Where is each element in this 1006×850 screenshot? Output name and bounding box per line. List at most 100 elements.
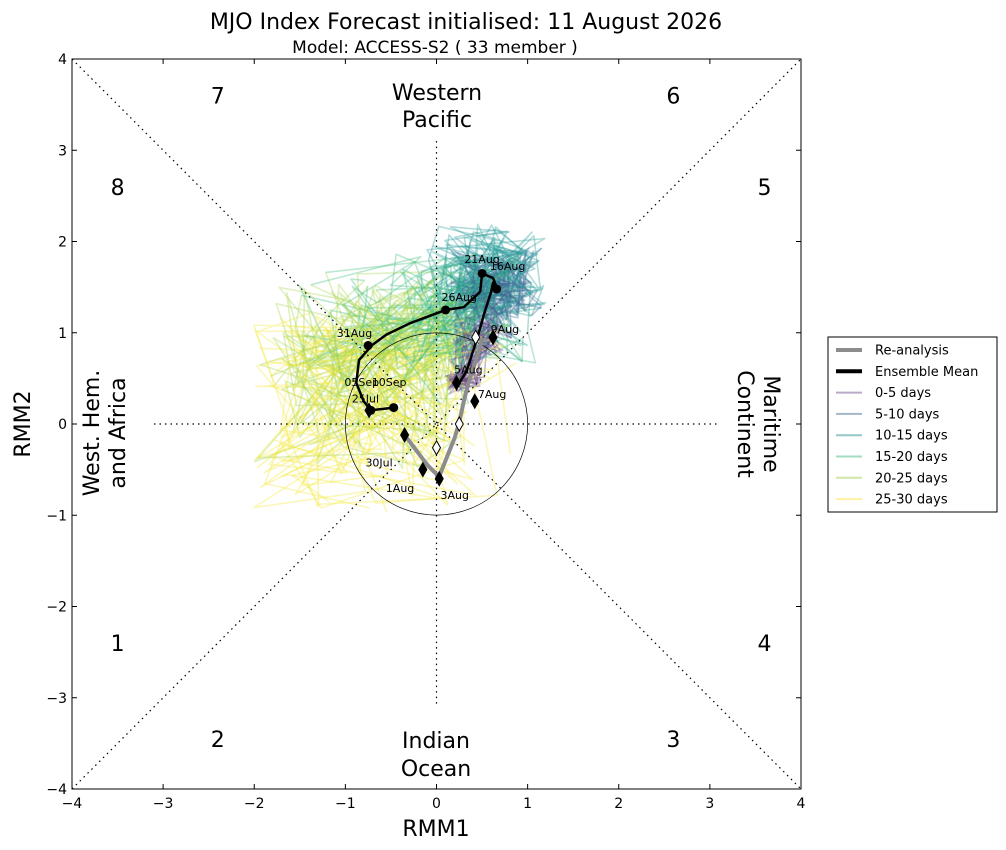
ensemble-member-line: [454, 321, 513, 389]
ensemble-member-line: [299, 271, 455, 440]
ensemble-member-line: [433, 237, 542, 346]
ensemble-member-line: [453, 257, 534, 329]
region-label-west-hem-africa: West. Hem. and Africa: [80, 370, 131, 497]
ensemble-member-line: [285, 291, 413, 446]
ensemble-member-line: [310, 278, 421, 438]
y-tick-label: −2: [46, 600, 67, 616]
ensemble-member-line: [287, 342, 465, 466]
ensemble-member-line: [382, 253, 481, 400]
chart-title: MJO Index Forecast initialised: 11 Augus…: [210, 10, 722, 35]
ensemble-member-line: [445, 326, 493, 382]
x-tick-label: 1: [523, 796, 532, 812]
ensemble-member-line: [491, 244, 532, 332]
ensemble-member-line: [263, 334, 475, 474]
ensemble-member-line: [258, 331, 469, 459]
ensemble-member-line: [259, 301, 474, 391]
ensemble-member-line: [301, 364, 490, 487]
ensemble-member-line: [449, 226, 536, 296]
ensemble-member-line: [454, 318, 492, 388]
ensemble-mean-dot: [389, 403, 399, 413]
legend-label: 0-5 days: [875, 386, 931, 401]
region-label-western-pacific: Western Pacific: [392, 81, 482, 133]
ensemble-member-line: [459, 263, 523, 312]
ensemble-member-line: [450, 305, 513, 386]
phase-labels: 1 2 3 4 5 6 7 8: [111, 85, 772, 753]
ensemble-member-line: [350, 279, 463, 401]
ensemble-member-line: [363, 263, 509, 404]
ensemble-member-line: [478, 262, 527, 334]
ensemble-member-line: [399, 257, 498, 379]
ensemble-member-line: [321, 330, 452, 470]
ensemble-member-line: [356, 300, 451, 471]
chart-subtitle: Model: ACCESS-S2 ( 33 member ): [292, 38, 578, 58]
ensemble-member-line: [294, 330, 517, 496]
ensemble-member-line: [388, 314, 472, 498]
ensemble-member-line: [301, 294, 488, 341]
open-diamond-marker: [431, 439, 442, 456]
ensemble-member-line: [253, 312, 413, 386]
ensemble-member-line: [427, 225, 538, 341]
ensemble-member-line: [270, 319, 437, 504]
ensemble-member-line: [452, 228, 545, 336]
ensemble-member-line: [418, 234, 519, 362]
ensemble-member-line: [340, 269, 537, 364]
ensemble-member-line: [451, 266, 535, 327]
legend-label: 15-20 days: [875, 450, 948, 465]
ensemble-member-line: [414, 271, 510, 356]
ensemble-member-line: [280, 299, 474, 439]
guide-diagonal: [71, 58, 802, 790]
svg-text:Ocean: Ocean: [401, 757, 471, 782]
ensemble-member-line: [445, 237, 532, 328]
ensemble-member-line: [444, 294, 506, 377]
ensemble-member-line: [448, 338, 490, 387]
svg-text:Continent: Continent: [732, 370, 757, 478]
ensemble-member-line: [327, 283, 405, 438]
svg-text:Maritime: Maritime: [758, 375, 783, 472]
ensemble-member-line: [308, 270, 510, 369]
ensemble-mean-dot: [477, 268, 487, 278]
ensemble-member-line: [344, 285, 460, 444]
filled-diamond-marker: [470, 393, 480, 410]
x-tick-label: 0: [432, 796, 441, 812]
filled-diamond-marker: [400, 426, 410, 443]
filled-diamond-marker: [418, 461, 428, 478]
ensemble-member-line: [450, 269, 526, 325]
ensemble-member-line: [268, 318, 457, 449]
phase-number-label: 3: [666, 728, 680, 753]
ensemble-member-line: [291, 388, 453, 503]
ensemble-mean-dot: [363, 341, 373, 351]
ensemble-member-line: [413, 234, 542, 336]
filled-diamond-marker: [488, 329, 498, 346]
guide-diagonal: [71, 58, 802, 790]
ensemble-member-line: [338, 307, 425, 465]
ensemble-member-line: [459, 263, 536, 328]
ensemble-member-line: [350, 257, 513, 355]
phase-number-label: 7: [211, 85, 225, 110]
ensemble-member-line: [279, 355, 397, 475]
legend-label: 10-15 days: [875, 429, 948, 444]
ensemble-member-line: [425, 256, 534, 363]
ensemble-member-line: [254, 323, 507, 461]
ensemble-member-line: [420, 250, 528, 295]
ensemble-mean-date-label: 26Aug: [442, 291, 477, 304]
ensemble-mean-date-label: 10Sep: [372, 376, 407, 389]
y-tick-label: 3: [58, 143, 67, 159]
svg-text:West. Hem.: West. Hem.: [80, 370, 105, 497]
ensemble-member-line: [255, 305, 409, 474]
ensemble-member-line: [307, 271, 435, 451]
x-tick-label: −3: [153, 796, 174, 812]
ensemble-mean-date-label: 16Aug: [490, 260, 525, 273]
phase-number-label: 2: [211, 728, 225, 753]
ensemble-member-line: [432, 259, 508, 298]
ensemble-mean-dot: [492, 284, 502, 294]
ensemble-member-line: [406, 297, 474, 373]
ensemble-member-line: [451, 251, 526, 340]
legend-label: Ensemble Mean: [875, 365, 978, 380]
x-tick-label: 3: [705, 796, 714, 812]
ensemble-member-line: [284, 371, 464, 446]
ensemble-member-line: [477, 252, 519, 299]
x-axis-label: RMM1: [402, 817, 469, 842]
ensemble-member-line: [453, 265, 490, 315]
ensemble-member-line: [351, 256, 448, 405]
